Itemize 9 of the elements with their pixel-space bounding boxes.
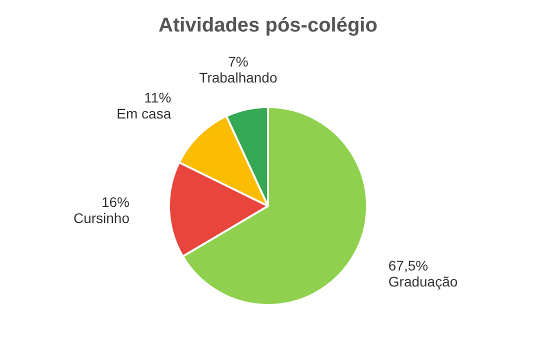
chart-title: Atividades pós-colégio	[158, 14, 378, 37]
data-label: 11%	[144, 90, 172, 106]
slice-label: Em casa	[116, 106, 172, 122]
slice-label: Trabalhando	[199, 70, 278, 86]
data-label: 7%	[228, 54, 248, 70]
slice-label: Cursinho	[73, 210, 130, 226]
slice-label: Graduação	[388, 274, 458, 290]
data-label: 67,5%	[388, 258, 428, 274]
data-label: 16%	[101, 194, 130, 210]
